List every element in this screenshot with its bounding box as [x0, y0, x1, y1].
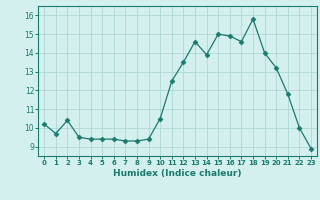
X-axis label: Humidex (Indice chaleur): Humidex (Indice chaleur)	[113, 169, 242, 178]
